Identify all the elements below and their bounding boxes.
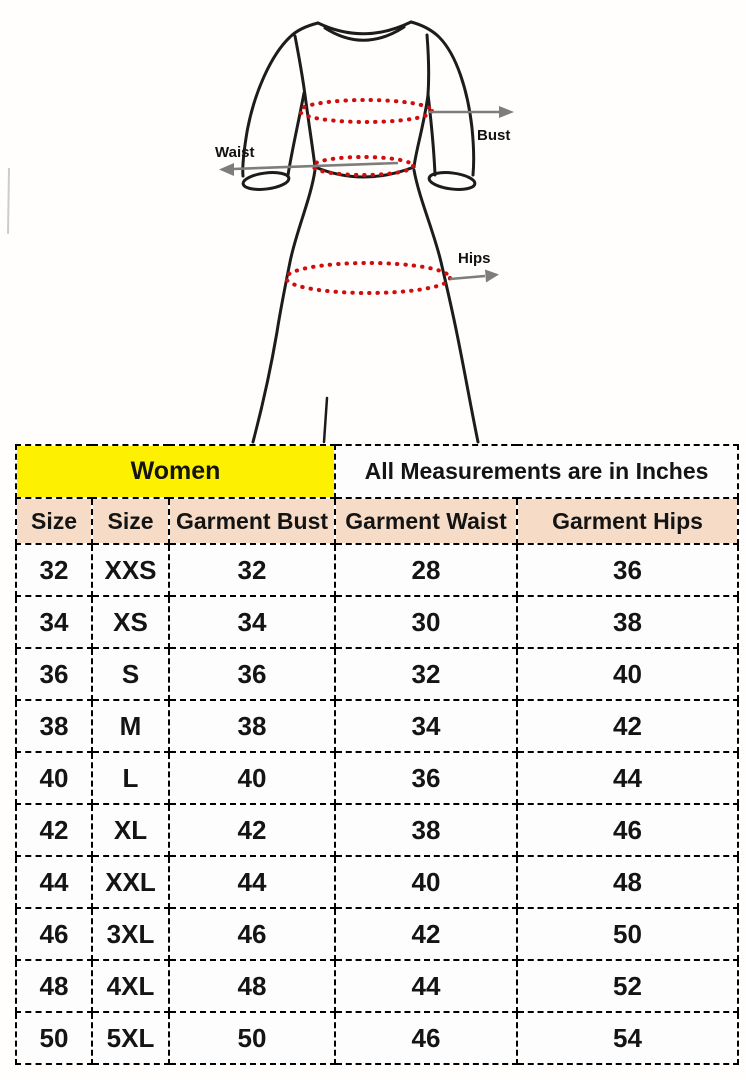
bust-label: Bust (477, 127, 510, 144)
table-cell: XL (91, 803, 170, 857)
table-cell: XXS (91, 543, 170, 597)
table-row: 48 4XL 48 44 52 (15, 959, 740, 1013)
table-cell: 46 (515, 803, 740, 857)
hips-ellipse (284, 261, 452, 295)
table-cell: 36 (15, 647, 93, 701)
waist-arrow-line (232, 161, 399, 171)
dress-outline (241, 20, 480, 444)
table-cell: 40 (515, 647, 740, 701)
table-cell: 38 (515, 595, 740, 649)
women-group-header: Women (15, 444, 336, 499)
table-cell: 40 (168, 751, 336, 805)
table-cell: 32 (168, 543, 336, 597)
table-cell: XXL (91, 855, 170, 909)
table-row: 46 3XL 46 42 50 (15, 907, 740, 961)
table-cell: 40 (334, 855, 518, 909)
table-row: 42 XL 42 38 46 (15, 803, 740, 857)
waist-arrow-head (219, 163, 234, 176)
dress-measurement-diagram: Bust Waist Hips (0, 0, 746, 444)
measurement-arrows (219, 106, 514, 283)
table-cell: 46 (334, 1011, 518, 1065)
table-row: 32 XXS 32 28 36 (15, 543, 740, 597)
table-cell: 38 (168, 699, 336, 753)
table-cell: 40 (15, 751, 93, 805)
table-row: 50 5XL 50 46 54 (15, 1011, 740, 1065)
table-cell: 44 (515, 751, 740, 805)
size-chart-table: Women All Measurements are in Inches Siz… (15, 444, 740, 1065)
bust-arrow-head (499, 106, 514, 118)
table-cell: 36 (334, 751, 518, 805)
table-cell: 38 (334, 803, 518, 857)
table-cell: 34 (168, 595, 336, 649)
table-cell: 34 (15, 595, 93, 649)
table-row: 38 M 38 34 42 (15, 699, 740, 753)
table-cell: 34 (334, 699, 518, 753)
table-cell: 54 (515, 1011, 740, 1065)
col-header-size-num: Size (15, 497, 93, 545)
measurements-note-header: All Measurements are in Inches (333, 444, 740, 499)
waist-label: Waist (215, 144, 254, 161)
table-cell: 50 (168, 1011, 336, 1065)
table-cell: 48 (15, 959, 93, 1013)
table-cell: 44 (334, 959, 518, 1013)
table-row: 36 S 36 32 40 (15, 647, 740, 701)
table-cell: 30 (334, 595, 518, 649)
col-header-garment-hips: Garment Hips (515, 497, 740, 545)
table-cell: XS (91, 595, 170, 649)
table-cell: 46 (168, 907, 336, 961)
table-row: 40 L 40 36 44 (15, 751, 740, 805)
table-cell: 42 (15, 803, 93, 857)
table-cell: 42 (334, 907, 518, 961)
table-cell: 48 (515, 855, 740, 909)
table-cell: 36 (515, 543, 740, 597)
column-header-row: Size Size Garment Bust Garment Waist Gar… (15, 497, 740, 545)
table-cell: L (91, 751, 170, 805)
group-header-row: Women All Measurements are in Inches (15, 444, 740, 499)
hips-arrow-line (449, 274, 486, 281)
table-cell: 42 (515, 699, 740, 753)
table-cell: 46 (15, 907, 93, 961)
col-header-garment-bust: Garment Bust (168, 497, 336, 545)
table-row: 34 XS 34 30 38 (15, 595, 740, 649)
edge-artifact-line (7, 167, 10, 235)
table-cell: 3XL (91, 907, 170, 961)
table-cell: 32 (334, 647, 518, 701)
table-cell: 48 (168, 959, 336, 1013)
table-cell: 38 (15, 699, 93, 753)
hips-label: Hips (458, 250, 491, 267)
table-cell: 28 (334, 543, 518, 597)
table-cell: 50 (15, 1011, 93, 1065)
table-cell: 32 (15, 543, 93, 597)
col-header-garment-waist: Garment Waist (334, 497, 518, 545)
waist-ellipse (311, 155, 415, 177)
table-cell: 4XL (91, 959, 170, 1013)
col-header-size-label: Size (91, 497, 170, 545)
hips-arrow-head (485, 269, 499, 283)
table-cell: 52 (515, 959, 740, 1013)
table-cell: 36 (168, 647, 336, 701)
table-cell: 44 (168, 855, 336, 909)
table-row: 44 XXL 44 40 48 (15, 855, 740, 909)
table-cell: 50 (515, 907, 740, 961)
table-cell: 5XL (91, 1011, 170, 1065)
table-cell: 44 (15, 855, 93, 909)
table-cell: M (91, 699, 170, 753)
dress-sketch: Bust Waist Hips (7, 20, 514, 444)
table-cell: 42 (168, 803, 336, 857)
bust-ellipse (298, 98, 434, 124)
table-cell: S (91, 647, 170, 701)
